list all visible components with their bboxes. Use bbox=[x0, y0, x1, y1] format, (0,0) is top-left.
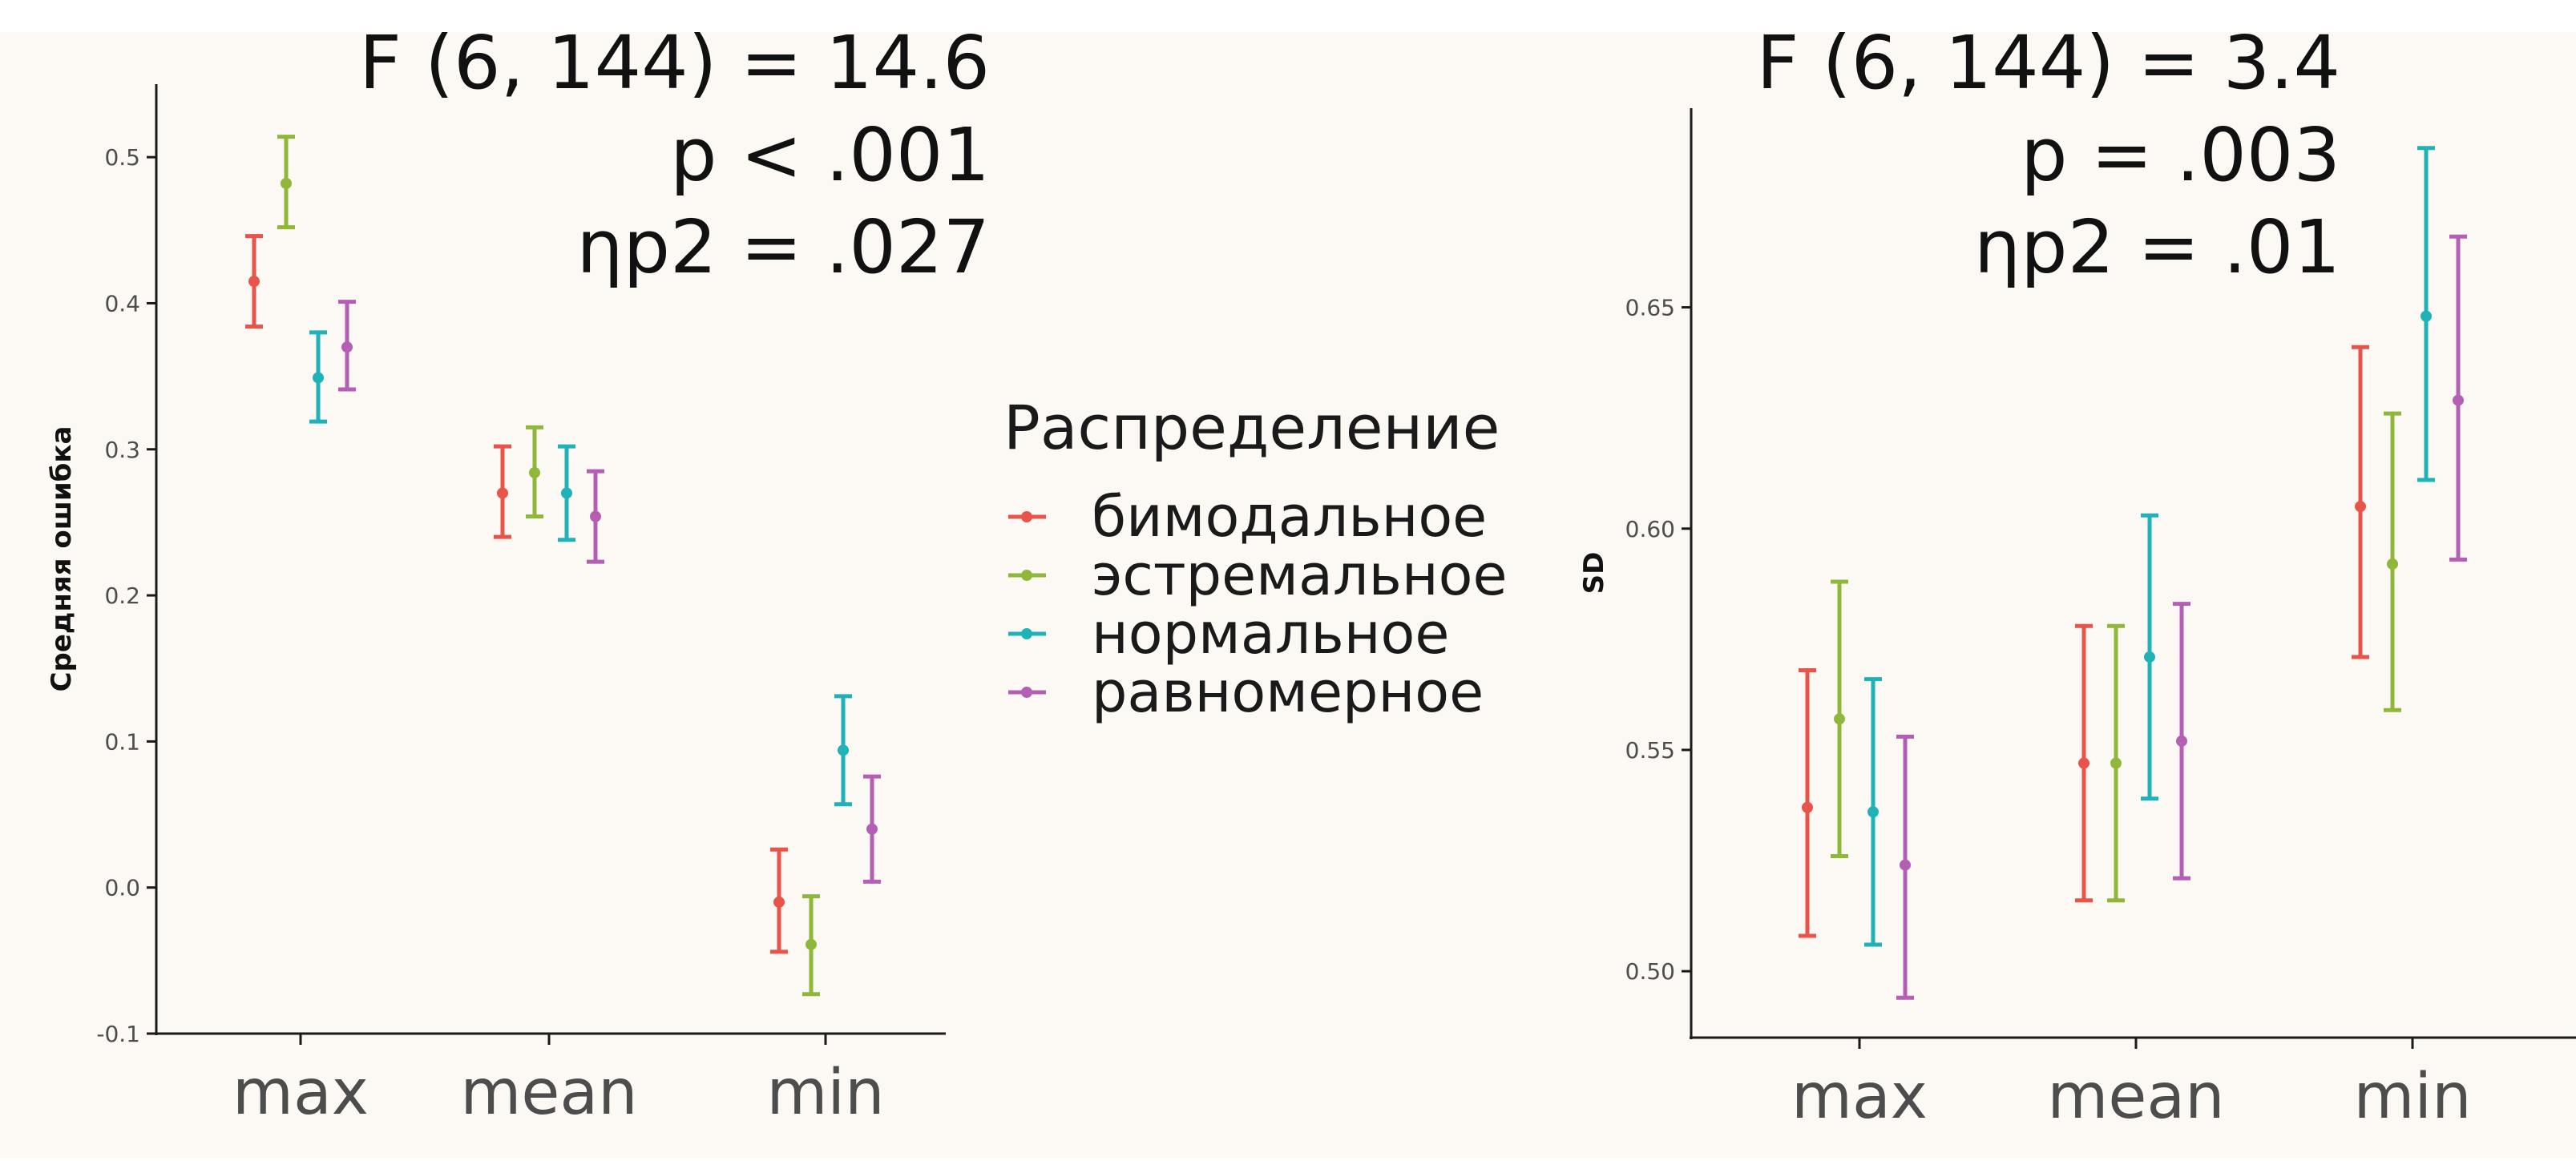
x-tick-label: mean bbox=[2047, 1061, 2224, 1133]
mean-point bbox=[529, 466, 540, 478]
mean-point bbox=[2078, 757, 2089, 769]
mean-point bbox=[2110, 757, 2122, 769]
mean-point bbox=[2453, 394, 2464, 406]
x-tick-label: min bbox=[766, 1057, 884, 1129]
y-tick-label: 0.55 bbox=[1625, 737, 1675, 764]
panel-sd: 0.50 0.55 0.60 0.65 max mean min SD F (6, 144) =… bbox=[1578, 20, 2576, 1133]
mean-point bbox=[497, 487, 508, 499]
mean-point bbox=[1802, 801, 1813, 813]
mean-point bbox=[2176, 735, 2187, 747]
y-axis-label: SD bbox=[1578, 552, 1610, 595]
y-tick-label: 0.3 bbox=[104, 437, 140, 463]
mean-point bbox=[341, 341, 353, 353]
legend-title: Распределение bbox=[1003, 392, 1500, 463]
legend-label: бимодальное bbox=[1092, 484, 1487, 550]
mean-point bbox=[313, 372, 324, 384]
legend-label: равномерное bbox=[1092, 659, 1484, 725]
mean-point bbox=[866, 823, 878, 835]
figure-background bbox=[0, 32, 2576, 1158]
legend-key-point bbox=[1021, 628, 1032, 639]
y-tick-label: 0.4 bbox=[104, 290, 140, 316]
y-tick-label: 0.1 bbox=[104, 728, 140, 755]
legend: Распределение бимодальноеэстремальноенор… bbox=[1003, 392, 1508, 725]
stat-annotation: p < .001 bbox=[670, 112, 990, 198]
mean-point bbox=[590, 510, 601, 522]
mean-point bbox=[2144, 651, 2155, 663]
legend-label: нормальное bbox=[1092, 601, 1449, 667]
stat-annotation: p = .003 bbox=[2021, 112, 2340, 198]
stat-annotation: F (6, 144) = 14.6 bbox=[359, 20, 990, 106]
mean-point bbox=[2421, 310, 2432, 322]
mean-point bbox=[248, 276, 260, 288]
mean-point bbox=[838, 744, 849, 756]
mean-point bbox=[1834, 713, 1845, 725]
x-tick-label: mean bbox=[460, 1057, 637, 1129]
y-tick-label: 0.5 bbox=[104, 144, 140, 171]
y-axis-label: Средняя ошибка bbox=[46, 426, 78, 692]
mean-point bbox=[281, 177, 292, 189]
legend-key-point bbox=[1021, 570, 1032, 581]
legend-items: бимодальноеэстремальноенормальноеравноме… bbox=[1008, 484, 1508, 725]
stat-annotation: F (6, 144) = 3.4 bbox=[1757, 20, 2340, 106]
mean-point bbox=[773, 896, 785, 908]
y-tick-label: 0.50 bbox=[1625, 958, 1675, 985]
x-tick-label: max bbox=[232, 1057, 369, 1129]
mean-point bbox=[1900, 859, 1911, 871]
y-tick-label: 0.65 bbox=[1625, 295, 1675, 321]
x-tick-label: max bbox=[1791, 1061, 1928, 1133]
mean-point bbox=[2355, 501, 2366, 513]
legend-key-point bbox=[1021, 511, 1032, 522]
y-tick-label: 0.60 bbox=[1625, 516, 1675, 542]
y-tick-label: -0.1 bbox=[96, 1021, 140, 1047]
y-tick-label: 0.2 bbox=[104, 583, 140, 609]
legend-label: эстремальное bbox=[1092, 542, 1508, 608]
mean-point bbox=[806, 938, 817, 950]
mean-point bbox=[2387, 558, 2398, 570]
panel-mean-error: -0.1 0.0 0.1 0.2 0.3 0.4 0.5 max mean min Средняя … bbox=[46, 20, 990, 1129]
mean-point bbox=[561, 487, 572, 499]
y-tick-label: 0.0 bbox=[104, 875, 140, 901]
stat-annotation: ηp2 = .027 bbox=[576, 204, 990, 290]
x-tick-label: min bbox=[2353, 1061, 2471, 1133]
legend-key-point bbox=[1021, 687, 1032, 698]
mean-point bbox=[1867, 806, 1879, 818]
stat-annotation: ηp2 = .01 bbox=[1974, 204, 2340, 290]
